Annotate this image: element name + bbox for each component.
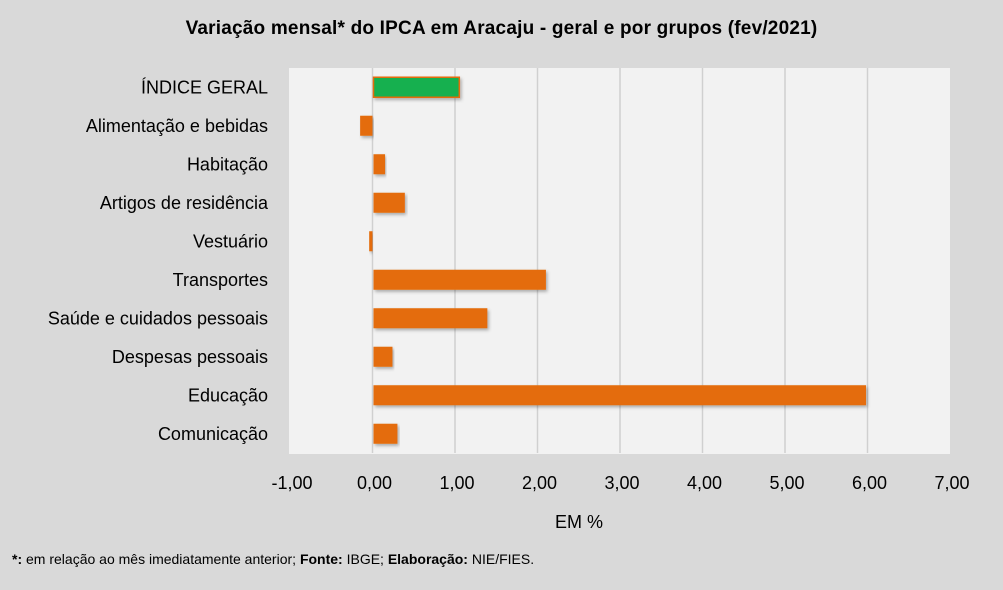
x-tick-label: 6,00: [852, 473, 887, 493]
category-label: Comunicação: [158, 424, 268, 444]
x-tick-label: 0,00: [357, 473, 392, 493]
bar: [360, 115, 373, 136]
x-tick-label: 2,00: [522, 473, 557, 493]
footnote-source: IBGE;: [342, 551, 388, 567]
bar-chart: ÍNDICE GERAL Alimentação e bebidas Habitaç…: [48, 68, 970, 532]
bar: [373, 423, 398, 444]
category-label: Despesas pessoais: [112, 347, 268, 367]
x-tick-label: 4,00: [687, 473, 722, 493]
x-tick-label: 7,00: [934, 473, 969, 493]
footnote: *: em relação ao mês imediatamente anter…: [12, 551, 534, 567]
category-label: Transportes: [173, 270, 268, 290]
footnote-source-label: Fonte:: [299, 551, 343, 567]
category-label: Alimentação e bebidas: [86, 116, 268, 136]
category-label: ÍNDICE GERAL: [141, 77, 268, 97]
x-axis-title: EM %: [555, 512, 603, 532]
bar: [369, 231, 373, 252]
footnote-elaboration: NIE/FIES.: [467, 551, 535, 567]
category-label: Habitação: [187, 154, 268, 174]
bars: [360, 76, 867, 444]
bar: [373, 308, 488, 329]
chart-title: Variação mensal* do IPCA em Aracaju - ge…: [185, 18, 818, 39]
bar: [373, 269, 546, 290]
footnote-elaboration-label: Elaboração:: [387, 551, 468, 567]
category-labels: ÍNDICE GERAL Alimentação e bebidas Habitaç…: [48, 77, 269, 444]
bar: [372, 76, 461, 99]
x-tick-label: 5,00: [769, 473, 804, 493]
footnote-marker: *:: [12, 551, 23, 567]
bar: [373, 192, 405, 213]
category-label: Educação: [188, 385, 268, 405]
category-label: Vestuário: [193, 231, 268, 251]
bar: [373, 346, 393, 367]
category-label: Saúde e cuidados pessoais: [48, 308, 268, 328]
x-tick-label: 3,00: [604, 473, 639, 493]
bar: [373, 385, 867, 406]
footnote-text: em relação ao mês imediatamente anterior…: [22, 551, 300, 567]
category-label: Artigos de residência: [100, 193, 269, 213]
x-tick-labels: -1,00 0,00 1,00 2,00 3,00 4,00 5,00 6,00 7,00: [271, 473, 969, 493]
x-tick-label: -1,00: [271, 473, 312, 493]
x-tick-label: 1,00: [439, 473, 474, 493]
bar: [373, 154, 386, 175]
